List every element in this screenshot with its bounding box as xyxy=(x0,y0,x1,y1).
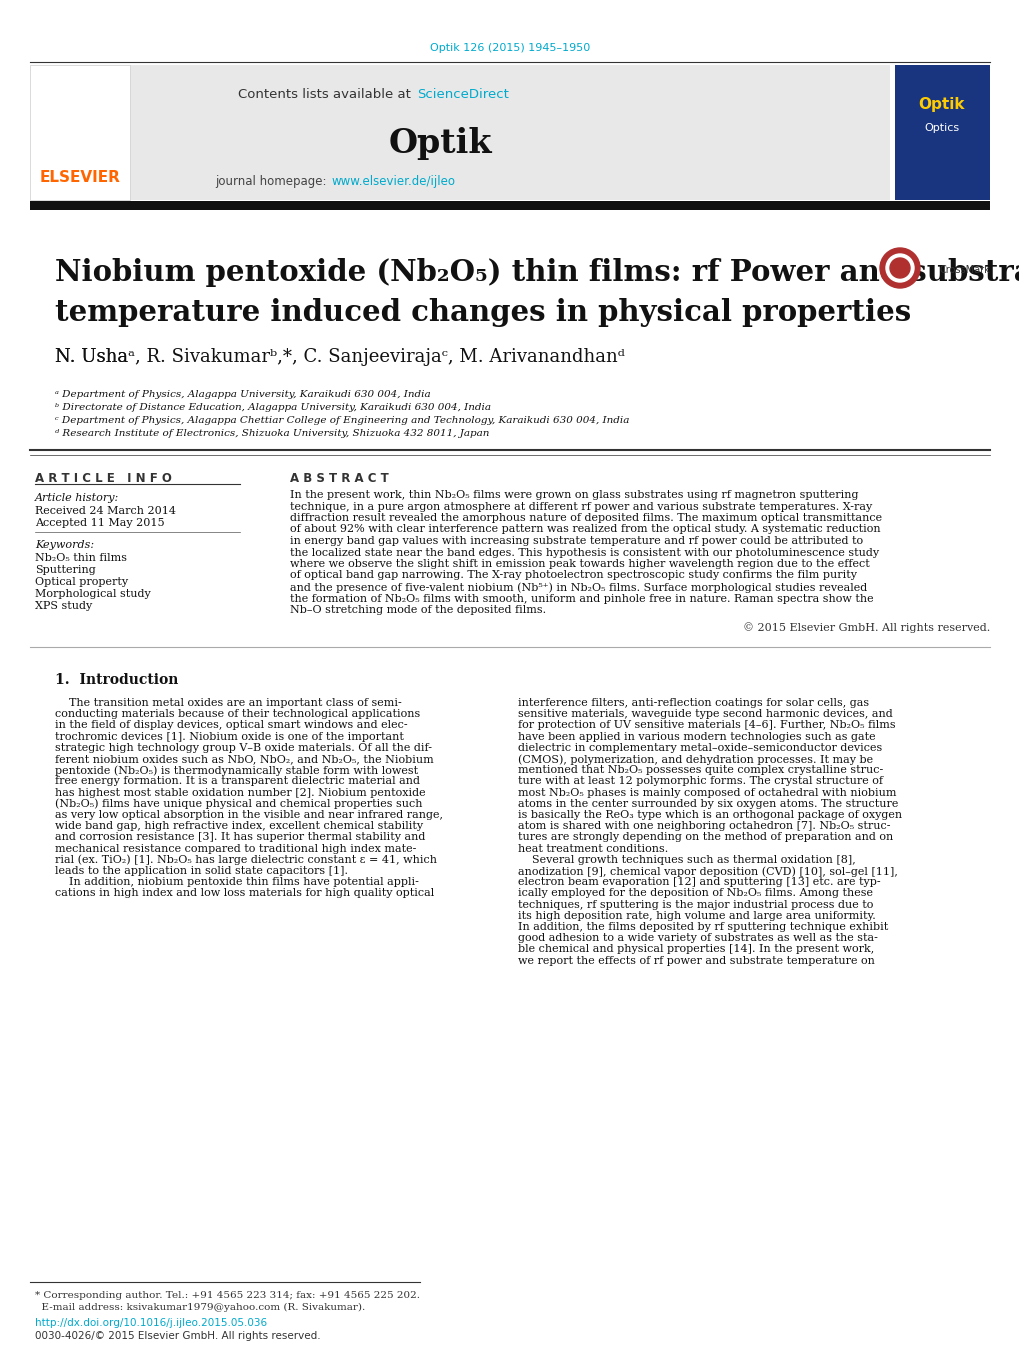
Text: and the presence of five-valent niobium (Nb⁵⁺) in Nb₂O₅ films. Surface morpholog: and the presence of five-valent niobium … xyxy=(289,582,866,593)
Text: www.elsevier.de/ijleo: www.elsevier.de/ijleo xyxy=(331,176,455,189)
Text: Keywords:: Keywords: xyxy=(35,540,94,550)
Text: ture with at least 12 polymorphic forms. The crystal structure of: ture with at least 12 polymorphic forms.… xyxy=(518,777,882,786)
Text: good adhesion to a wide variety of substrates as well as the sta-: good adhesion to a wide variety of subst… xyxy=(518,934,877,943)
Text: ᶜ Department of Physics, Alagappa Chettiar College of Engineering and Technology: ᶜ Department of Physics, Alagappa Chetti… xyxy=(55,416,629,426)
Text: its high deposition rate, high volume and large area uniformity.: its high deposition rate, high volume an… xyxy=(518,911,875,921)
Text: for protection of UV sensitive materials [4–6]. Further, Nb₂O₅ films: for protection of UV sensitive materials… xyxy=(518,720,895,731)
Text: dielectric in complementary metal–oxide–semiconductor devices: dielectric in complementary metal–oxide–… xyxy=(518,743,881,753)
Text: XPS study: XPS study xyxy=(35,601,92,611)
Text: mechanical resistance compared to traditional high index mate-: mechanical resistance compared to tradit… xyxy=(55,843,416,854)
Text: is basically the ReO₃ type which is an orthogonal package of oxygen: is basically the ReO₃ type which is an o… xyxy=(518,811,901,820)
Text: leads to the application in solid state capacitors [1].: leads to the application in solid state … xyxy=(55,866,347,875)
Text: the localized state near the band edges. This hypothesis is consistent with our : the localized state near the band edges.… xyxy=(289,547,878,558)
Text: http://dx.doi.org/10.1016/j.ijleo.2015.05.036: http://dx.doi.org/10.1016/j.ijleo.2015.0… xyxy=(35,1319,267,1328)
Text: we report the effects of rf power and substrate temperature on: we report the effects of rf power and su… xyxy=(518,955,874,966)
Text: in energy band gap values with increasing substrate temperature and rf power cou: in energy band gap values with increasin… xyxy=(289,536,862,546)
Text: of optical band gap narrowing. The X-ray photoelectron spectroscopic study confi: of optical band gap narrowing. The X-ray… xyxy=(289,570,856,581)
Text: of about 92% with clear interference pattern was realized from the optical study: of about 92% with clear interference pat… xyxy=(289,524,879,535)
Text: Article history:: Article history: xyxy=(35,493,119,503)
Text: tures are strongly depending on the method of preparation and on: tures are strongly depending on the meth… xyxy=(518,832,893,843)
Text: E-mail address: ksivakumar1979@yahoo.com (R. Sivakumar).: E-mail address: ksivakumar1979@yahoo.com… xyxy=(35,1302,365,1312)
Bar xyxy=(129,65,890,200)
Bar xyxy=(30,201,989,209)
Text: cations in high index and low loss materials for high quality optical: cations in high index and low loss mater… xyxy=(55,889,434,898)
Text: interference filters, anti-reflection coatings for solar cells, gas: interference filters, anti-reflection co… xyxy=(518,698,868,708)
Text: most Nb₂O₅ phases is mainly composed of octahedral with niobium: most Nb₂O₅ phases is mainly composed of … xyxy=(518,788,896,797)
Text: Optics: Optics xyxy=(923,123,959,132)
Text: ScienceDirect: ScienceDirect xyxy=(417,89,508,101)
Text: temperature induced changes in physical properties: temperature induced changes in physical … xyxy=(55,299,910,327)
Text: techniques, rf sputtering is the major industrial process due to: techniques, rf sputtering is the major i… xyxy=(518,900,872,909)
Bar xyxy=(30,65,129,200)
Text: Nb₂O₅ thin films: Nb₂O₅ thin films xyxy=(35,553,127,563)
Text: diffraction result revealed the amorphous nature of deposited films. The maximum: diffraction result revealed the amorphou… xyxy=(289,513,881,523)
Text: in the field of display devices, optical smart windows and elec-: in the field of display devices, optical… xyxy=(55,720,408,731)
Text: In the present work, thin Nb₂O₅ films were grown on glass substrates using rf ma: In the present work, thin Nb₂O₅ films we… xyxy=(289,490,858,500)
Text: Niobium pentoxide (Nb₂O₅) thin films: rf Power and substrate: Niobium pentoxide (Nb₂O₅) thin films: rf… xyxy=(55,258,1019,286)
Text: ble chemical and physical properties [14]. In the present work,: ble chemical and physical properties [14… xyxy=(518,944,873,954)
Text: free energy formation. It is a transparent dielectric material and: free energy formation. It is a transpare… xyxy=(55,777,420,786)
Text: Morphological study: Morphological study xyxy=(35,589,151,598)
Text: 1.  Introduction: 1. Introduction xyxy=(55,673,178,688)
Text: ᵈ Research Institute of Electronics, Shizuoka University, Shizuoka 432 8011, Jap: ᵈ Research Institute of Electronics, Shi… xyxy=(55,430,489,438)
Text: (Nb₂O₅) films have unique physical and chemical properties such: (Nb₂O₅) films have unique physical and c… xyxy=(55,798,422,809)
Text: ically employed for the deposition of Nb₂O₅ films. Among these: ically employed for the deposition of Nb… xyxy=(518,889,872,898)
Text: N. Ushaᵃ, R. Sivakumarᵇ,*, C. Sanjeevirajaᶜ, M. Arivanandhanᵈ: N. Ushaᵃ, R. Sivakumarᵇ,*, C. Sanjeevira… xyxy=(55,349,625,366)
Text: atoms in the center surrounded by six oxygen atoms. The structure: atoms in the center surrounded by six ox… xyxy=(518,798,898,809)
Text: strategic high technology group V–B oxide materials. Of all the dif-: strategic high technology group V–B oxid… xyxy=(55,743,432,753)
Text: Several growth techniques such as thermal oxidation [8],: Several growth techniques such as therma… xyxy=(518,855,855,865)
Text: as very low optical absorption in the visible and near infrared range,: as very low optical absorption in the vi… xyxy=(55,811,442,820)
Text: the formation of Nb₂O₅ films with smooth, uniform and pinhole free in nature. Ra: the formation of Nb₂O₅ films with smooth… xyxy=(289,593,872,604)
Text: Contents lists available at: Contents lists available at xyxy=(237,89,415,101)
Text: CrossMark: CrossMark xyxy=(940,265,989,276)
Text: heat treatment conditions.: heat treatment conditions. xyxy=(518,843,667,854)
Text: technique, in a pure argon atmosphere at different rf power and various substrat: technique, in a pure argon atmosphere at… xyxy=(289,501,871,512)
Text: pentoxide (Nb₂O₅) is thermodynamically stable form with lowest: pentoxide (Nb₂O₅) is thermodynamically s… xyxy=(55,765,418,775)
Text: has highest most stable oxidation number [2]. Niobium pentoxide: has highest most stable oxidation number… xyxy=(55,788,425,797)
Text: © 2015 Elsevier GmbH. All rights reserved.: © 2015 Elsevier GmbH. All rights reserve… xyxy=(742,621,989,632)
Text: wide band gap, high refractive index, excellent chemical stability: wide band gap, high refractive index, ex… xyxy=(55,821,423,831)
Text: anodization [9], chemical vapor deposition (CVD) [10], sol–gel [11],: anodization [9], chemical vapor depositi… xyxy=(518,866,897,877)
Text: trochromic devices [1]. Niobium oxide is one of the important: trochromic devices [1]. Niobium oxide is… xyxy=(55,732,404,742)
Text: conducting materials because of their technological applications: conducting materials because of their te… xyxy=(55,709,420,719)
Text: rial (ex. TiO₂) [1]. Nb₂O₅ has large dielectric constant ε = 41, which: rial (ex. TiO₂) [1]. Nb₂O₅ has large die… xyxy=(55,855,436,866)
Text: atom is shared with one neighboring octahedron [7]. Nb₂O₅ struc-: atom is shared with one neighboring octa… xyxy=(518,821,890,831)
Text: The transition metal oxides are an important class of semi-: The transition metal oxides are an impor… xyxy=(55,698,401,708)
Text: Optik: Optik xyxy=(388,127,491,159)
Text: have been applied in various modern technologies such as gate: have been applied in various modern tech… xyxy=(518,732,874,742)
Text: In addition, the films deposited by rf sputtering technique exhibit: In addition, the films deposited by rf s… xyxy=(518,921,888,932)
Text: A B S T R A C T: A B S T R A C T xyxy=(289,471,388,485)
Circle shape xyxy=(886,254,913,282)
Text: where we observe the slight shift in emission peak towards higher wavelength reg: where we observe the slight shift in emi… xyxy=(289,559,869,569)
Text: ᵃ Department of Physics, Alagappa University, Karaikudi 630 004, India: ᵃ Department of Physics, Alagappa Univer… xyxy=(55,390,430,399)
Text: Optical property: Optical property xyxy=(35,577,128,586)
Circle shape xyxy=(879,249,919,288)
Text: In addition, niobium pentoxide thin films have potential appli-: In addition, niobium pentoxide thin film… xyxy=(55,877,419,888)
Text: (CMOS), polymerization, and dehydration processes. It may be: (CMOS), polymerization, and dehydration … xyxy=(518,754,872,765)
Text: Optik 126 (2015) 1945–1950: Optik 126 (2015) 1945–1950 xyxy=(429,43,590,53)
Text: mentioned that Nb₂O₅ possesses quite complex crystalline struc-: mentioned that Nb₂O₅ possesses quite com… xyxy=(518,765,882,775)
Text: Received 24 March 2014: Received 24 March 2014 xyxy=(35,507,176,516)
Text: electron beam evaporation [12] and sputtering [13] etc. are typ-: electron beam evaporation [12] and sputt… xyxy=(518,877,879,888)
Text: 0030-4026/© 2015 Elsevier GmbH. All rights reserved.: 0030-4026/© 2015 Elsevier GmbH. All righ… xyxy=(35,1331,320,1342)
Circle shape xyxy=(890,258,909,278)
Text: ᵇ Directorate of Distance Education, Alagappa University, Karaikudi 630 004, Ind: ᵇ Directorate of Distance Education, Ala… xyxy=(55,403,490,412)
Text: Accepted 11 May 2015: Accepted 11 May 2015 xyxy=(35,517,164,528)
Text: Optik: Optik xyxy=(918,97,964,112)
Text: ELSEVIER: ELSEVIER xyxy=(40,170,120,185)
Text: and corrosion resistance [3]. It has superior thermal stability and: and corrosion resistance [3]. It has sup… xyxy=(55,832,425,843)
Text: N. Usha: N. Usha xyxy=(55,349,128,366)
Text: ferent niobium oxides such as NbO, NbO₂, and Nb₂O₅, the Niobium: ferent niobium oxides such as NbO, NbO₂,… xyxy=(55,754,433,765)
Text: A R T I C L E   I N F O: A R T I C L E I N F O xyxy=(35,471,172,485)
Text: * Corresponding author. Tel.: +91 4565 223 314; fax: +91 4565 225 202.: * Corresponding author. Tel.: +91 4565 2… xyxy=(35,1292,420,1300)
Text: Sputtering: Sputtering xyxy=(35,565,96,576)
Text: journal homepage:: journal homepage: xyxy=(215,176,330,189)
Text: sensitive materials, waveguide type second harmonic devices, and: sensitive materials, waveguide type seco… xyxy=(518,709,892,719)
Bar xyxy=(894,65,989,200)
Text: Nb–O stretching mode of the deposited films.: Nb–O stretching mode of the deposited fi… xyxy=(289,605,545,615)
